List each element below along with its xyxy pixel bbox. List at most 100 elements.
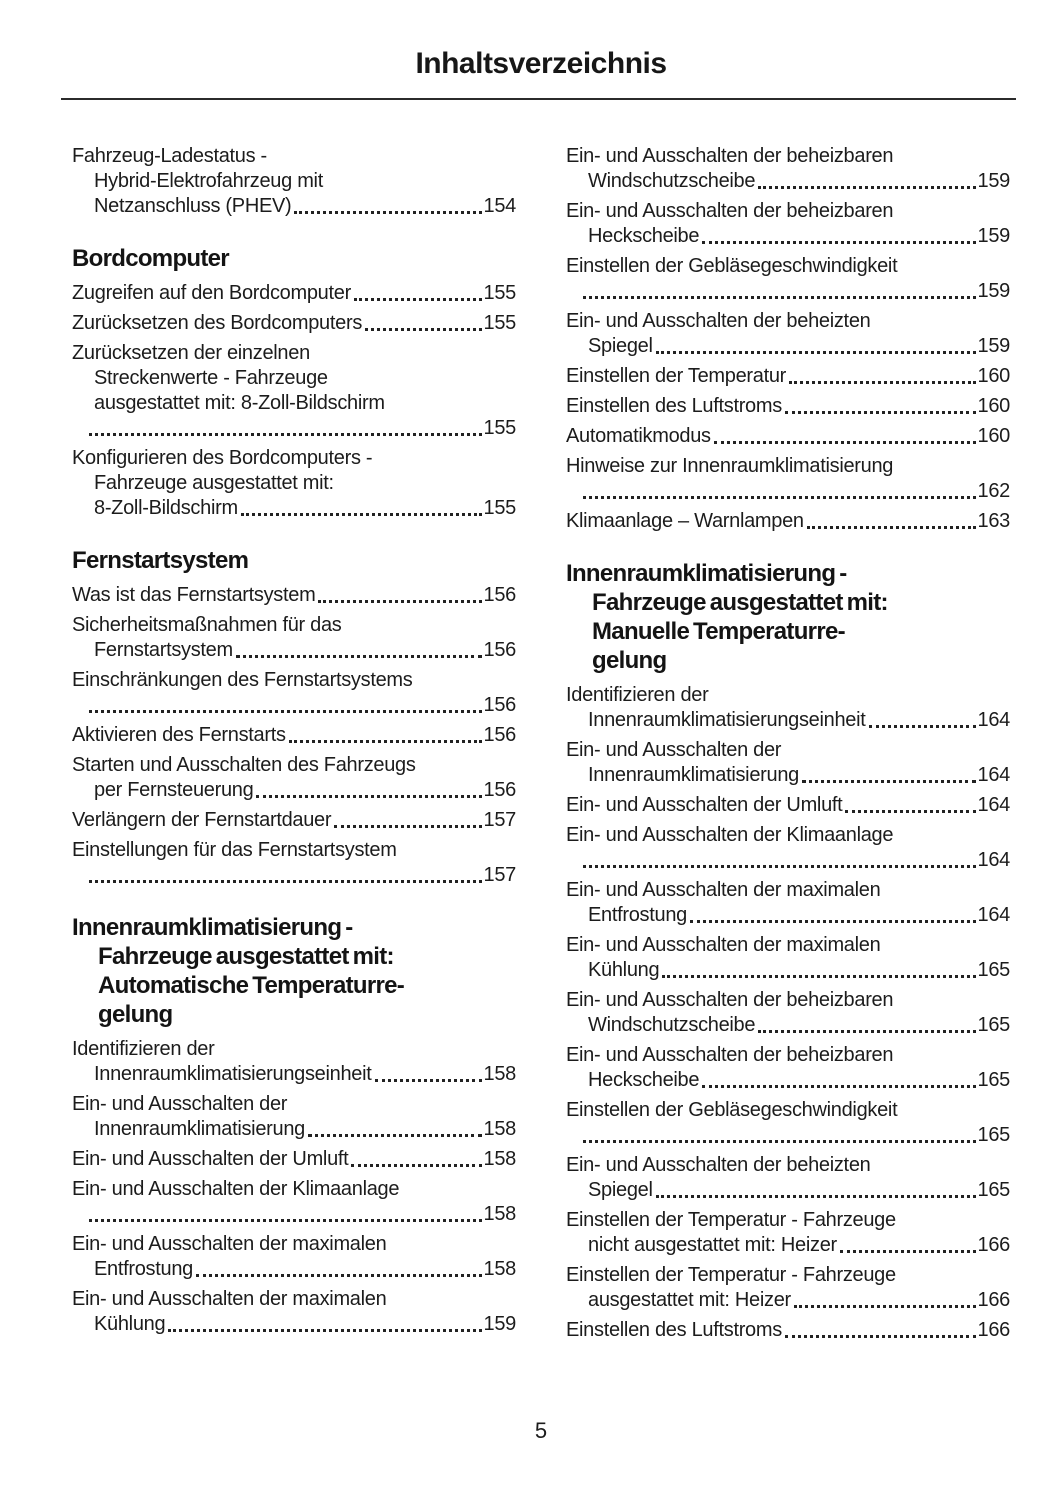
toc-entry-line: Ein- und Ausschalten der maximalen [72,1288,387,1310]
toc-entry-last-line: 165 [566,1123,1010,1148]
dot-leader [784,1335,976,1338]
toc-entry: Ein- und Ausschalten der Klimaanlage 158 [72,1177,516,1227]
toc-columns: Fahrzeug-Ladestatus - Hybrid-Elektrofahrz… [72,144,1010,1348]
dot-leader [758,1030,976,1033]
toc-entry-line: Ein- und Ausschalten der beheizbaren [566,1044,894,1066]
toc-heading-line: Bordcomputer [72,245,230,272]
toc-entry-last-line: Klimaanlage – Warnlampen 163 [566,509,1010,534]
dot-leader [801,780,976,783]
toc-page-number: 159 [977,170,1011,192]
toc-entry-line: Einstellen der Temperatur - Fahrzeuge [566,1264,896,1286]
toc-entry-last-line: Windschutzscheibe 165 [566,1013,1010,1038]
toc-entry: Was ist das Fernstartsystem 156 [72,583,516,608]
toc-entry-text: Aktivieren des Fernstarts [72,724,286,746]
dot-leader [307,1134,482,1137]
dot-leader [806,526,976,529]
toc-entry-line: Ein- und Ausschalten der beheizbaren [566,145,894,167]
title-divider [61,98,1016,100]
toc-page-number: 166 [977,1289,1011,1311]
toc-page-number: 158 [483,1148,517,1170]
toc-entry-text: Heckscheibe [588,1069,700,1091]
toc-page-number: 158 [483,1203,517,1225]
dot-leader [365,328,482,331]
toc-entry: Zugreifen auf den Bordcomputer 155 [72,281,516,306]
toc-entry-line: Ein- und Ausschalten der beheizten [566,1154,871,1176]
toc-page-number: 164 [977,849,1011,871]
toc-heading: Bordcomputer [72,244,516,273]
toc-page-number: 164 [977,709,1011,731]
toc-entry-last-line: Verlängern der Fernstartdauer 157 [72,808,516,833]
toc-page-number: 165 [977,1014,1011,1036]
toc-entry-text: Spiegel [588,335,653,357]
dot-leader [662,975,976,978]
toc-entry: Ein- und Ausschalten der Umluft 158 [72,1147,516,1172]
toc-entry: Einstellen des Luftstroms 160 [566,394,1010,419]
toc-entry-line: Ein- und Ausschalten der [72,1093,288,1115]
toc-entry-last-line: Einstellen des Luftstroms 166 [566,1318,1010,1343]
dot-leader [690,920,976,923]
toc-entry-last-line: Windschutzscheibe 159 [566,169,1010,194]
toc-entry-line: Fahrzeuge ausgestattet mit: [94,472,334,494]
toc-entry-text: ausgestattet mit: Heizer [588,1289,791,1311]
toc-entry-last-line: Kühlung 159 [72,1312,516,1337]
toc-entry-last-line: Spiegel 159 [566,334,1010,359]
toc-page-number: 156 [483,779,517,801]
toc-entry-text: Innenraumklimatisierungseinheit [588,709,866,731]
toc-page-number: 155 [483,282,517,304]
toc-entry-line: Ein- und Ausschalten der Klimaanlage [566,824,894,846]
toc-entry-last-line: Ein- und Ausschalten der Umluft 164 [566,793,1010,818]
toc-entry-text: Fernstartsystem [94,639,233,661]
toc-entry-last-line: Automatikmodus 160 [566,424,1010,449]
toc-entry-line: Zurücksetzen der einzelnen [72,342,310,364]
dot-leader [583,496,976,499]
toc-page-number: 165 [977,1069,1011,1091]
dot-leader [294,211,482,214]
toc-entry-line: Identifizieren der [72,1038,215,1060]
toc-entry-last-line: Einstellen des Luftstroms 160 [566,394,1010,419]
toc-page-number: 157 [483,864,517,886]
toc-heading: Innenraumklimatisierung - Fahrzeuge ausge… [72,913,516,1029]
toc-entry-text: Innenraumklimatisierungseinheit [94,1063,372,1085]
toc-page-number: 154 [483,195,517,217]
toc-entry-last-line: 158 [72,1202,516,1227]
toc-entry-text: Einstellen der Temperatur [566,365,787,387]
toc-column-left: Fahrzeug-Ladestatus - Hybrid-Elektrofahrz… [72,144,516,1348]
toc-entry-last-line: Innenraumklimatisierung 164 [566,763,1010,788]
toc-entry-last-line: 162 [566,479,1010,504]
toc-entry-text: Innenraumklimatisierung [588,764,799,786]
dot-leader [374,1079,482,1082]
toc-entry: Ein- und Ausschalten der beheizbaren Wind… [566,144,1010,194]
toc-entry: Ein- und Ausschalten der beheizten Spiege… [566,309,1010,359]
toc-entry-text: Spiegel [588,1179,653,1201]
toc-entry: Ein- und Ausschalten der Innenraumklimati… [566,738,1010,788]
toc-entry: Zurücksetzen der einzelnen Streckenwerte … [72,341,516,441]
toc-page-number: 166 [977,1234,1011,1256]
toc-page-number: 156 [483,694,517,716]
toc-entry-last-line: ausgestattet mit: Heizer 166 [566,1288,1010,1313]
toc-page-number: 163 [977,510,1011,532]
toc-page-number: 164 [977,904,1011,926]
dot-leader [318,600,482,603]
toc-entry-text: Entfrostung [94,1258,193,1280]
document-page: Inhaltsverzeichnis Fahrzeug-Ladestatus -… [0,46,1055,1494]
toc-entry-text: Einstellen des Luftstroms [566,395,782,417]
toc-entry-last-line: 159 [566,279,1010,304]
dot-leader [89,710,482,713]
toc-heading-line: Automatische Temperaturre- [98,972,405,999]
toc-entry-last-line: Kühlung 165 [566,958,1010,983]
toc-entry: Fahrzeug-Ladestatus - Hybrid-Elektrofahrz… [72,144,516,219]
toc-entry-last-line: Zurücksetzen des Bordcomputers 155 [72,311,516,336]
toc-entry: Hinweise zur Innenraumklimatisierung 162 [566,454,1010,504]
dot-leader [702,1085,976,1088]
toc-entry: Automatikmodus 160 [566,424,1010,449]
toc-entry-text: Kühlung [588,959,660,981]
toc-heading-line: Fernstartsystem [72,547,249,574]
toc-page-number: 166 [977,1319,1011,1341]
toc-entry-text: Innenraumklimatisierung [94,1118,305,1140]
toc-page-number: 156 [483,724,517,746]
toc-page-number: 157 [483,809,517,831]
toc-entry-last-line: per Fernsteuerung 156 [72,778,516,803]
toc-entry: Ein- und Ausschalten der maximalen Entfro… [566,878,1010,928]
toc-heading-line: Innenraumklimatisierung - [72,914,353,941]
toc-entry-text: Netzanschluss (PHEV) [94,195,292,217]
